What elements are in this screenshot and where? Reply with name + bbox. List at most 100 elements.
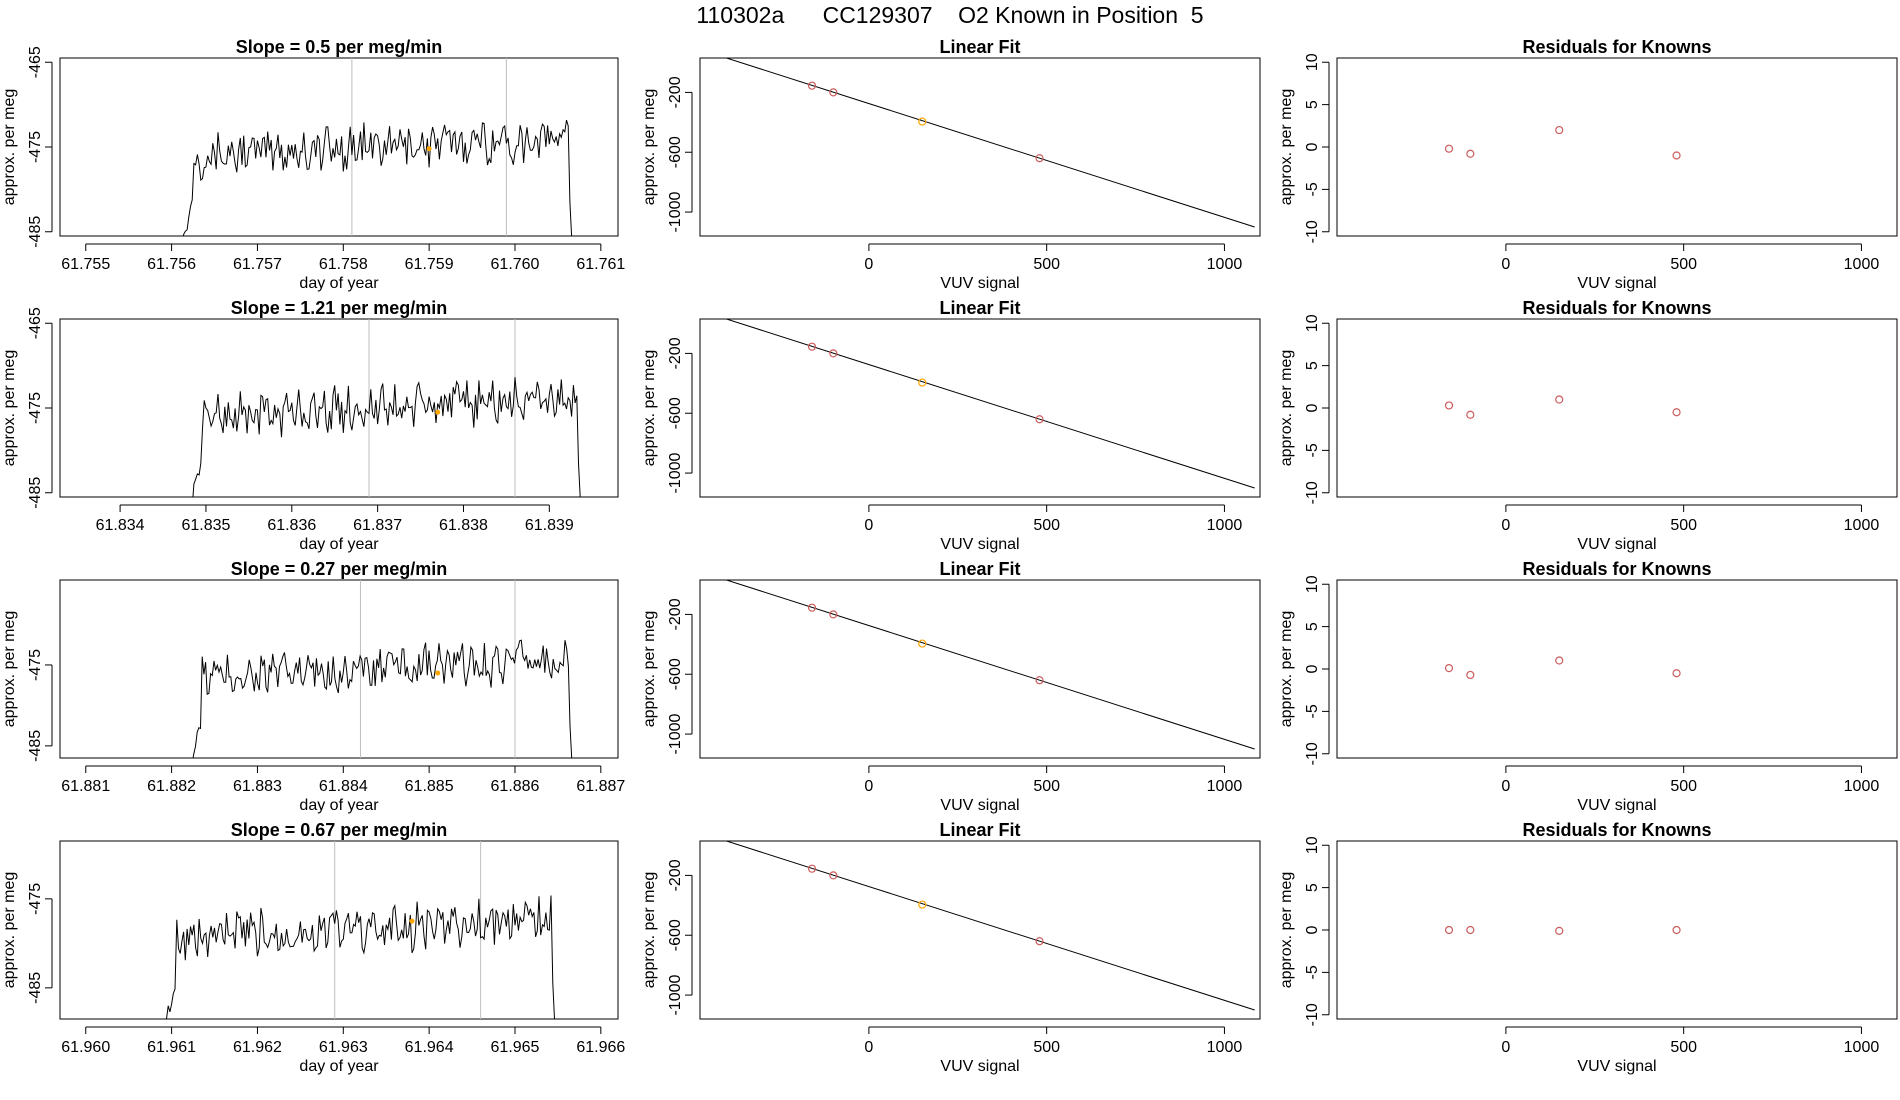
chart-panel-time-4: Slope = 0.67 per meg/min 61.960 61.961 61.9… [1,820,625,1075]
chart-title: Residuals for Knowns [1522,559,1711,579]
y-tick-label: -465 [27,46,44,78]
chart-title: Linear Fit [939,820,1020,840]
y-tick-label: -600 [667,136,684,168]
known-point [807,81,817,90]
x-tick-label: 0 [1501,1039,1510,1056]
x-tick-label: 1000 [1844,778,1880,795]
data-layer [724,319,1255,489]
y-tick-label: -5 [1304,443,1321,457]
y-tick-label: -10 [1304,220,1321,243]
x-tick-label: 61.961 [147,1039,196,1056]
x-tick-label: 500 [1670,256,1697,273]
y-tick-label: -475 [27,392,44,424]
x-tick-label: 0 [1501,256,1510,273]
x-tick-label: 61.757 [233,256,282,273]
x-tick-label: 0 [864,778,873,795]
residual-point [1672,151,1681,160]
x-tick-label: 61.760 [491,256,540,273]
x-tick-label: 61.882 [147,778,196,795]
plot-frame [1336,840,1898,1020]
x-tick-label: 61.835 [181,517,230,534]
x-tick-label: 61.965 [491,1039,540,1056]
residual-point [1466,410,1475,419]
chart-panel-fit-2: Linear Fit 0 500 1000 VUV signal -1000 -600 -20… [641,298,1261,553]
x-tick-label: 61.756 [147,256,196,273]
y-axis-label: approx. per meg [1278,872,1295,989]
y-tick-label: -485 [27,216,44,248]
residual-point [1466,149,1475,158]
y-axis-label: approx. per meg [1278,89,1295,206]
known-point [829,871,838,880]
chart-title: Slope = 1.21 per meg/min [231,298,448,318]
chart-title: Slope = 0.67 per meg/min [231,820,448,840]
chart-panel-fit-4: Linear Fit 0 500 1000 VUV signal -1000 -600 -20… [641,820,1261,1075]
y-tick-label: 0 [1304,142,1321,151]
known-point [829,610,838,619]
y-axis-label: approx. per meg [1,611,18,728]
fit-line [724,580,1255,750]
x-tick-label: 61.759 [405,256,454,273]
sample-point [426,146,432,152]
chart-title: Linear Fit [939,298,1020,318]
residual-point [1555,926,1564,935]
known-point [1035,154,1044,163]
chart-panel-residuals-2: Residuals for Knowns 0 500 1000 VUV signal -1… [1278,298,1898,553]
y-tick-label: 5 [1304,622,1321,631]
x-tick-label: 500 [1033,256,1060,273]
x-tick-label: 61.966 [576,1039,625,1056]
x-tick-label: 61.883 [233,778,282,795]
chart-title: Residuals for Knowns [1522,37,1711,57]
y-tick-label: -200 [667,598,684,630]
y-axis-label: approx. per meg [641,350,658,467]
x-tick-label: 61.887 [576,778,625,795]
y-axis-label: approx. per meg [1278,611,1295,728]
known-point [829,349,838,358]
x-axis-label: VUV signal [1577,536,1656,553]
x-tick-label: 500 [1670,517,1697,534]
x-tick-label: 61.838 [439,517,488,534]
data-layer [1444,395,1681,419]
residual-point [1466,670,1475,680]
plot-frame [59,840,619,1020]
y-axis-label: approx. per meg [641,872,658,989]
chart-panel-residuals-3: Residuals for Knowns 0 500 1000 VUV signal -1… [1278,559,1898,814]
y-tick-label: -200 [667,76,684,108]
y-tick-label: -485 [27,477,44,509]
y-tick-label: -600 [667,397,684,429]
x-tick-label: 1000 [1844,256,1880,273]
y-tick-label: -200 [667,337,684,369]
x-axis-label: VUV signal [940,536,1019,553]
y-tick-label: -5 [1304,704,1321,718]
residual-point [1672,925,1681,935]
measurement-trace [182,119,573,236]
known-point [829,88,838,97]
fit-line [724,841,1255,1011]
y-tick-label: -1000 [667,192,684,233]
x-tick-label: 61.837 [353,517,402,534]
y-tick-label: -600 [667,919,684,951]
y-tick-label: 5 [1304,100,1321,109]
x-tick-label: 1000 [1207,517,1243,534]
x-axis-label: VUV signal [940,1058,1019,1075]
y-tick-label: -475 [27,131,44,163]
chart-panel-time-2: Slope = 1.21 per meg/min 61.834 61.835 61.8… [1,298,619,553]
y-axis-label: approx. per meg [1,350,18,467]
x-axis-label: day of year [299,536,379,553]
residual-point [1672,408,1681,417]
residual-point [1466,925,1475,935]
x-tick-label: 1000 [1844,517,1880,534]
y-axis-label: approx. per meg [641,89,658,206]
y-tick-label: -475 [27,649,44,681]
chart-title: Slope = 0.5 per meg/min [236,37,443,57]
chart-title: Residuals for Knowns [1522,820,1711,840]
x-axis-label: VUV signal [940,797,1019,814]
page-title: 110302a CC129307 O2 Known in Position 5 [696,2,1204,28]
data-layer [165,841,556,1019]
sample-point [918,900,927,909]
sample-point [409,918,415,924]
known-point [807,342,817,351]
residual-point [1672,669,1681,678]
plot-frame [699,318,1261,498]
known-point [1035,676,1044,685]
